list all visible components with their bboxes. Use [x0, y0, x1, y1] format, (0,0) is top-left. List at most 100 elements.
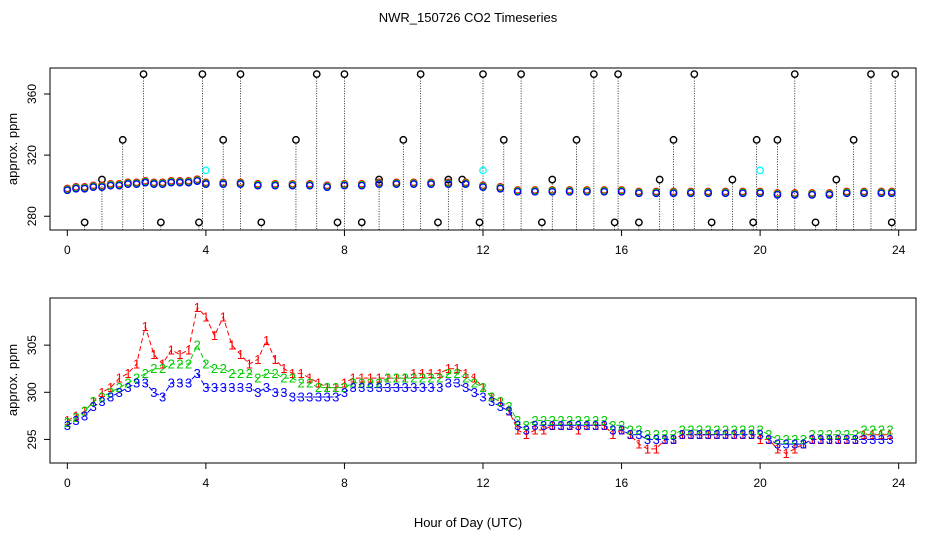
- series-3-point: 3: [774, 437, 781, 452]
- series-3-point: 3: [185, 375, 192, 390]
- series-3-point: 3: [731, 427, 738, 442]
- series-1-point: 1: [826, 432, 833, 447]
- x-tick-label: 0: [64, 476, 71, 490]
- series-1-point: 1: [298, 366, 305, 381]
- x-tick-label: 16: [615, 476, 629, 490]
- series-2-point: 2: [375, 375, 382, 390]
- series-1-point: 1: [272, 352, 279, 367]
- series-3-point: 3: [583, 418, 590, 433]
- series-3-point: 3: [64, 418, 71, 433]
- x-tick-label: 20: [753, 476, 767, 490]
- series-2-point: 2: [514, 413, 521, 428]
- flag-point: [773, 135, 782, 144]
- series-1-point: 1: [358, 371, 365, 386]
- flag-point: [219, 135, 228, 144]
- series-3-point: 3: [254, 385, 261, 400]
- flag-point: [749, 218, 758, 227]
- series-3-point: 3: [453, 375, 460, 390]
- series-1-point: 1: [713, 427, 720, 442]
- series-1-point: 1: [393, 371, 400, 386]
- series-1-point: 1: [436, 366, 443, 381]
- series-2-point: 2: [808, 427, 815, 442]
- series-1-point: 1: [427, 366, 434, 381]
- cyan-point: [756, 166, 764, 175]
- series-1-point: 1: [315, 375, 322, 390]
- series-1-point: 1: [618, 423, 625, 438]
- series-1-point: 1: [116, 371, 123, 386]
- flag-point: [236, 70, 245, 79]
- series-1-point: 1: [817, 432, 824, 447]
- series-2-point: 2: [869, 423, 876, 438]
- top-data-point: [392, 180, 401, 189]
- series-1-point: 1: [349, 371, 356, 386]
- series-3-point: 3: [575, 418, 582, 433]
- series-1-point: 1: [670, 432, 677, 447]
- series-2-point: 2: [860, 423, 867, 438]
- series-2-point: 2: [410, 371, 417, 386]
- series-1-point: 1: [757, 432, 764, 447]
- top-data-point: [825, 190, 834, 199]
- series-3-point: 3: [757, 427, 764, 442]
- series-2-point: 2: [817, 427, 824, 442]
- series-1-point: 1: [765, 432, 772, 447]
- series-1-point: 1: [263, 333, 270, 348]
- series-2-point: 2: [289, 371, 296, 386]
- top-data-point: [565, 187, 574, 196]
- series-1-point: 1: [150, 347, 157, 362]
- series-1-point: 1: [731, 427, 738, 442]
- series-3-point: 3: [878, 432, 885, 447]
- series-2-point: 2: [453, 366, 460, 381]
- series-3-point: 3: [549, 418, 556, 433]
- series-1-point: 1: [202, 309, 209, 324]
- series-2-point: 2: [81, 404, 88, 419]
- x-tick-label: 4: [203, 243, 210, 257]
- series-1-point: 1: [306, 371, 313, 386]
- top-data-point: [600, 187, 609, 196]
- series-3-point: 3: [315, 390, 322, 405]
- series-1-point: 1: [860, 427, 867, 442]
- series-1-point: 1: [583, 418, 590, 433]
- series-3-point: 3: [306, 390, 313, 405]
- series-2-point: 2: [531, 413, 538, 428]
- series-3-point: 3: [246, 380, 253, 395]
- series-3-point: 3: [393, 380, 400, 395]
- series-3-point: 3: [566, 418, 573, 433]
- series-1-point: 1: [566, 418, 573, 433]
- series-3-point: 3: [540, 418, 547, 433]
- flag-point: [811, 218, 820, 227]
- series-2-point: 2: [202, 357, 209, 372]
- top-data-point: [106, 181, 115, 190]
- series-1-point: 1: [852, 432, 859, 447]
- top-data-point: [756, 189, 764, 198]
- series-3-point: 3: [419, 380, 426, 395]
- series-1-point: 1: [324, 380, 331, 395]
- y-tick-label: 305: [25, 335, 39, 355]
- series-1-point: 1: [644, 441, 651, 456]
- series-3-point: 3: [609, 423, 616, 438]
- flag-point: [790, 70, 799, 79]
- series-1-point: 1: [98, 385, 105, 400]
- top-data-point: [132, 180, 141, 189]
- series-2-point: 2: [627, 423, 634, 438]
- series-2-point: 2: [479, 380, 486, 395]
- series-3-point: 3: [150, 385, 157, 400]
- x-tick-label: 20: [753, 243, 767, 257]
- top-data-point: [704, 189, 713, 198]
- series-1-point: 1: [211, 328, 218, 343]
- series-1-point: 1: [341, 375, 348, 390]
- top-data-point: [842, 189, 851, 198]
- series-3-point: 3: [886, 432, 893, 447]
- x-tick-label: 24: [892, 476, 906, 490]
- series-2-point: 2: [142, 366, 149, 381]
- series-3-point: 3: [739, 427, 746, 442]
- flag-point: [292, 135, 300, 144]
- flag-point: [655, 175, 664, 184]
- series-2-point: 2: [765, 427, 772, 442]
- series-1-point: 1: [488, 390, 495, 405]
- series-2-point: 2: [670, 427, 677, 442]
- flag-point: [887, 218, 896, 227]
- series-1-point: 1: [635, 437, 642, 452]
- series-3-point: 3: [834, 432, 841, 447]
- series-1-point: 1: [878, 427, 885, 442]
- series-1-point: 1: [124, 366, 131, 381]
